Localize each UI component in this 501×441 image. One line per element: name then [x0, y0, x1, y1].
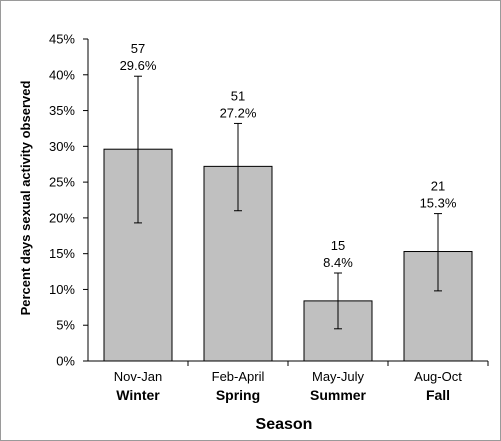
count-label: 51: [231, 88, 245, 103]
error-bar: [134, 75, 142, 224]
y-tick-label: 35%: [49, 103, 75, 118]
count-label: 57: [131, 41, 145, 56]
y-tick-label: 25%: [49, 175, 75, 190]
count-label: 21: [431, 179, 445, 194]
y-axis-label: Percent days sexual activity observed: [18, 81, 33, 316]
percent-label: 8.4%: [323, 255, 353, 270]
error-bar: [334, 272, 342, 330]
y-tick-label: 40%: [49, 67, 75, 82]
season-label: Summer: [310, 387, 367, 403]
season-label: Winter: [116, 387, 160, 403]
y-tick-label: 30%: [49, 139, 75, 154]
error-bar: [234, 122, 242, 212]
y-tick-label: 20%: [49, 210, 75, 225]
chart-data-labels: 57 29.6% 51 27.2% 15 8.4% 21 15.3%: [120, 41, 457, 270]
chart-error-bars: [134, 75, 442, 330]
percent-label: 15.3%: [420, 196, 457, 211]
percent-label: 27.2%: [220, 105, 257, 120]
y-tick-label: 5%: [56, 318, 75, 333]
x-tick-label: Nov-Jan: [114, 369, 162, 384]
x-axis-categories: Nov-Jan Winter Feb-April Spring May-July Summ…: [114, 369, 462, 403]
y-tick-label: 0%: [56, 354, 75, 369]
percent-label: 29.6%: [120, 58, 157, 73]
x-axis-label: Season: [256, 416, 313, 433]
x-tick-label: Aug-Oct: [414, 369, 462, 384]
y-tick-label: 15%: [49, 246, 75, 261]
x-tick-label: Feb-April: [212, 369, 265, 384]
chart-bars: [103, 148, 473, 362]
x-tick-label: May-July: [312, 369, 365, 384]
count-label: 15: [331, 238, 345, 253]
error-bar: [434, 213, 442, 292]
season-label: Spring: [216, 387, 260, 403]
y-tick-label: 10%: [49, 282, 75, 297]
season-label: Fall: [426, 387, 450, 403]
y-tick-label: 45%: [49, 32, 75, 47]
